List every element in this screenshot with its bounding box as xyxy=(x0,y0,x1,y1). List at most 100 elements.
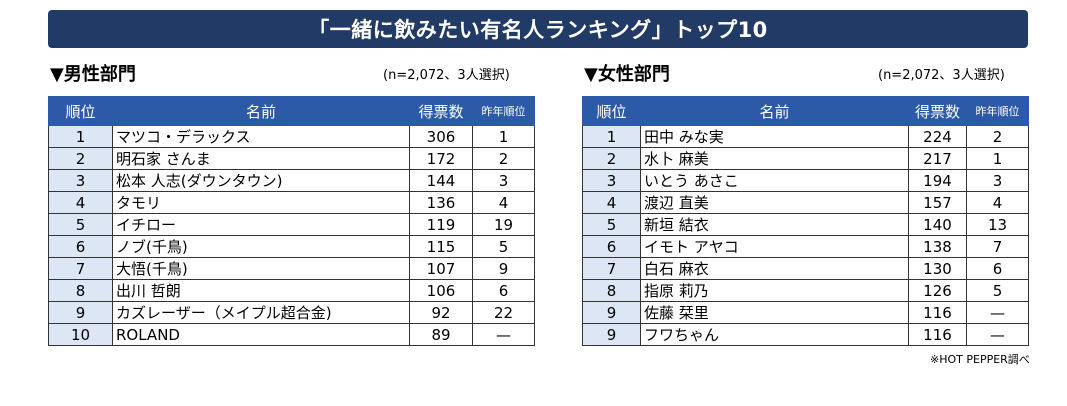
name-cell: 松本 人志(ダウンタウン) xyxy=(112,169,410,192)
table-row: 4 渡辺 直美 157 4 xyxy=(582,191,1029,214)
table-row: 7 白石 麻衣 130 6 xyxy=(582,257,1029,280)
table-row: 1 マツコ・デラックス 306 1 xyxy=(48,125,535,148)
source-footnote: ※HOT PEPPER調べ xyxy=(930,353,1030,366)
table-row: 9 フワちゃん 116— xyxy=(582,323,1029,346)
table-row: 2 明石家 さんま 172 2 xyxy=(48,147,535,170)
votes-cell: 144 xyxy=(409,169,473,192)
rank-cell: 10 xyxy=(48,323,113,346)
name-cell: 明石家 さんま xyxy=(112,147,410,170)
table-row: 4 タモリ 136 4 xyxy=(48,191,535,214)
male-sample-note: (n=2,072、3人選択) xyxy=(383,68,510,83)
votes-cell: 116 xyxy=(908,301,967,324)
table-row: 5 イチロー 119 19 xyxy=(48,213,535,236)
last-rank-cell: 5 xyxy=(966,279,1029,302)
votes-cell: 126 xyxy=(908,279,967,302)
rank-cell: 2 xyxy=(582,147,641,170)
header-rank: 順位 xyxy=(48,96,113,126)
table-row: 2 水卜 麻美 217 1 xyxy=(582,147,1029,170)
last-rank-cell: 2 xyxy=(472,147,535,170)
name-cell: 佐藤 栞里 xyxy=(640,301,909,324)
header-name: 名前 xyxy=(640,96,909,126)
votes-cell: 116 xyxy=(908,323,967,346)
last-rank-cell: 13 xyxy=(966,213,1029,236)
table-row: 8 指原 莉乃 126 5 xyxy=(582,279,1029,302)
page-title: 「一緒に飲みたい有名人ランキング」トップ10 xyxy=(48,10,1028,48)
table-row: 5 新垣 結衣 140 13 xyxy=(582,213,1029,236)
header-name: 名前 xyxy=(112,96,410,126)
table-row: 6 ノブ(千鳥) 115 5 xyxy=(48,235,535,258)
header-votes: 得票数 xyxy=(409,96,473,126)
name-cell: イモト アヤコ xyxy=(640,235,909,258)
votes-cell: 157 xyxy=(908,191,967,214)
name-cell: フワちゃん xyxy=(640,323,909,346)
rank-cell: 1 xyxy=(48,125,113,148)
votes-cell: 130 xyxy=(908,257,967,280)
name-cell: ROLAND xyxy=(112,323,410,346)
male-ranking-table: 順位 名前 得票数 昨年順位 1 マツコ・デラックス 306 1 2 明石家 さんま 172… xyxy=(48,96,535,346)
name-cell: 水卜 麻美 xyxy=(640,147,909,170)
name-cell: タモリ xyxy=(112,191,410,214)
votes-cell: 172 xyxy=(409,147,473,170)
header-last-rank: 昨年順位 xyxy=(472,96,535,126)
name-cell: ノブ(千鳥) xyxy=(112,235,410,258)
table-row: 3 いとう あさこ 194 3 xyxy=(582,169,1029,192)
votes-cell: 106 xyxy=(409,279,473,302)
votes-cell: 306 xyxy=(409,125,473,148)
rank-cell: 6 xyxy=(48,235,113,258)
votes-cell: 217 xyxy=(908,147,967,170)
votes-cell: 119 xyxy=(409,213,473,236)
male-table-body: 1 マツコ・デラックス 306 1 2 明石家 さんま 172 2 3 松本 人志(ダウンタウン)… xyxy=(48,125,535,346)
name-cell: 田中 みな実 xyxy=(640,125,909,148)
table-row: 9 カズレーザー（メイプル超合金) 92 22 xyxy=(48,301,535,324)
last-rank-cell: 7 xyxy=(966,235,1029,258)
name-cell: 指原 莉乃 xyxy=(640,279,909,302)
header-rank: 順位 xyxy=(582,96,641,126)
rank-cell: 4 xyxy=(582,191,641,214)
votes-cell: 138 xyxy=(908,235,967,258)
last-rank-cell: 9 xyxy=(472,257,535,280)
last-rank-cell: 6 xyxy=(472,279,535,302)
female-section-heading: ▼女性部門 xyxy=(584,60,670,86)
last-rank-cell: 5 xyxy=(472,235,535,258)
table-row: 6 イモト アヤコ 138 7 xyxy=(582,235,1029,258)
name-cell: イチロー xyxy=(112,213,410,236)
votes-cell: 107 xyxy=(409,257,473,280)
last-rank-cell: — xyxy=(966,301,1029,324)
female-table-body: 1 田中 みな実 224 2 2 水卜 麻美 217 1 3 いとう あさこ 194 3 4 渡辺 直美 1… xyxy=(582,125,1029,346)
last-rank-cell: 3 xyxy=(472,169,535,192)
table-row: 7 大悟(千鳥) 107 9 xyxy=(48,257,535,280)
rank-cell: 5 xyxy=(582,213,641,236)
rank-cell: 1 xyxy=(582,125,641,148)
header-last-rank: 昨年順位 xyxy=(966,96,1029,126)
male-section-heading: ▼男性部門 xyxy=(50,60,136,86)
rank-cell: 3 xyxy=(582,169,641,192)
table-row: 3 松本 人志(ダウンタウン) 144 3 xyxy=(48,169,535,192)
rank-cell: 8 xyxy=(48,279,113,302)
rank-cell: 9 xyxy=(48,301,113,324)
votes-cell: 224 xyxy=(908,125,967,148)
last-rank-cell: 4 xyxy=(966,191,1029,214)
last-rank-cell: 19 xyxy=(472,213,535,236)
last-rank-cell: 4 xyxy=(472,191,535,214)
female-sample-note: (n=2,072、3人選択) xyxy=(878,68,1005,83)
female-heading-text: ▼女性部門 xyxy=(584,64,670,85)
name-cell: 渡辺 直美 xyxy=(640,191,909,214)
male-heading-text: ▼男性部門 xyxy=(50,64,136,85)
name-cell: 出川 哲朗 xyxy=(112,279,410,302)
rank-cell: 8 xyxy=(582,279,641,302)
name-cell: マツコ・デラックス xyxy=(112,125,410,148)
name-cell: いとう あさこ xyxy=(640,169,909,192)
votes-cell: 140 xyxy=(908,213,967,236)
name-cell: 白石 麻衣 xyxy=(640,257,909,280)
rank-cell: 2 xyxy=(48,147,113,170)
rank-cell: 6 xyxy=(582,235,641,258)
rank-cell: 4 xyxy=(48,191,113,214)
last-rank-cell: 6 xyxy=(966,257,1029,280)
name-cell: 大悟(千鳥) xyxy=(112,257,410,280)
name-cell: 新垣 結衣 xyxy=(640,213,909,236)
last-rank-cell: 1 xyxy=(966,147,1029,170)
votes-cell: 89 xyxy=(409,323,473,346)
table-header-row: 順位 名前 得票数 昨年順位 xyxy=(582,96,1029,126)
rank-cell: 9 xyxy=(582,301,641,324)
table-row: 8 出川 哲朗 106 6 xyxy=(48,279,535,302)
